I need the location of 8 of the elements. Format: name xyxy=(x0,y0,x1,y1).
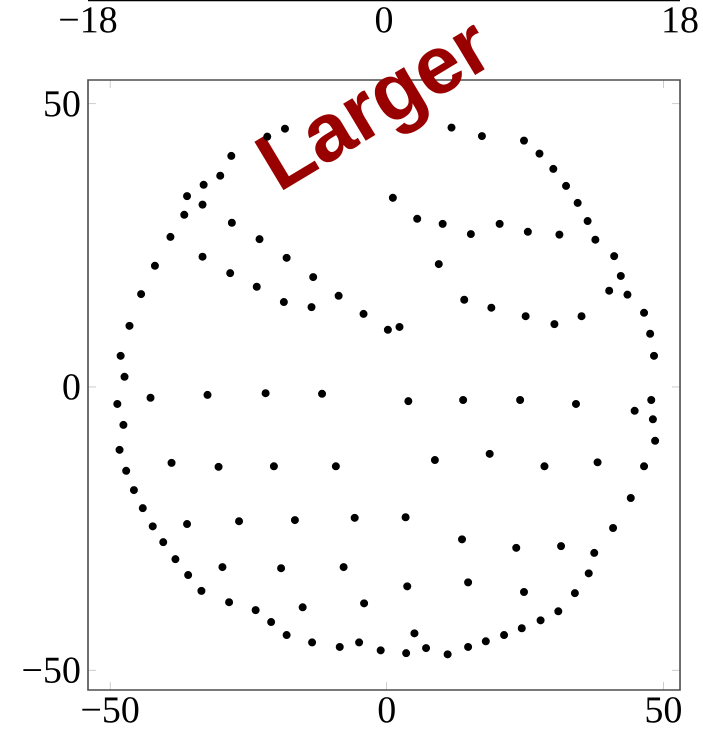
x2-tick-label: 18 xyxy=(664,7,698,33)
x2-tick-label: −18 xyxy=(60,7,116,33)
x-tick-label: −50 xyxy=(82,697,138,723)
y-tick-label: 0 xyxy=(63,374,80,400)
x-tick-label: 0 xyxy=(378,697,395,723)
y-tick-label: −50 xyxy=(23,657,80,683)
x-tick-label: 50 xyxy=(646,697,681,723)
y-tick-label: 50 xyxy=(45,90,80,117)
